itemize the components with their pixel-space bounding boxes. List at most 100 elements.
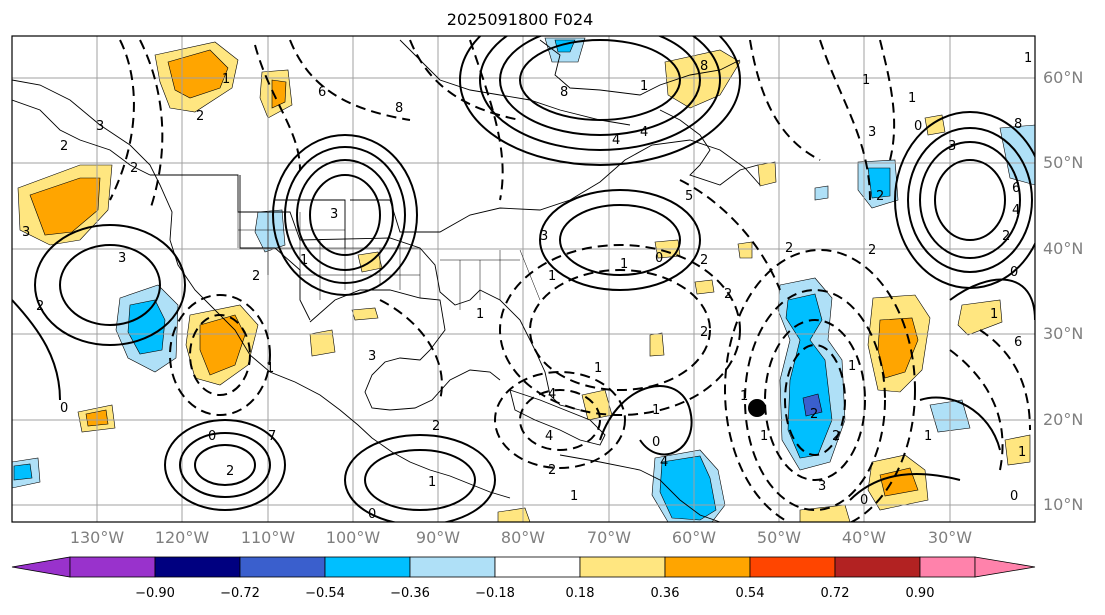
contour-label: 0: [652, 435, 660, 450]
contour-label: 8: [560, 85, 568, 100]
contour-label: 0: [860, 493, 868, 508]
contour-label: 1: [300, 253, 308, 268]
lon-label: 120°W: [154, 528, 210, 547]
colorbar-segment: [324, 556, 411, 578]
contour-label: 7: [268, 429, 276, 444]
lon-label: 110°W: [240, 528, 296, 547]
contour-label: 2: [226, 464, 234, 479]
lat-label: 30°N: [1043, 324, 1084, 343]
contour-label: 3: [96, 119, 104, 134]
contour-label: 2: [60, 139, 68, 154]
map-title: 2025091800 F024: [446, 10, 594, 29]
contour-label: 2: [252, 269, 260, 284]
contour-label: 1: [652, 403, 660, 418]
contour-label: 2: [700, 253, 708, 268]
contour-label: 1: [760, 429, 768, 444]
colorbar-tick: 0.18: [565, 586, 595, 601]
contour-label: 1: [594, 361, 602, 376]
contour-label: 0: [655, 251, 663, 266]
contour-label: 6: [318, 85, 326, 100]
contour-label: 3: [368, 349, 376, 364]
lon-label: 100°W: [325, 528, 381, 547]
colorbar-segment: [239, 556, 326, 578]
contour-label: 1: [428, 475, 436, 490]
colorbar-tick: 0.72: [820, 586, 850, 601]
lon-label: 70°W: [586, 528, 632, 547]
contour-label: 2: [36, 299, 44, 314]
contour-label: 4: [612, 133, 620, 148]
lat-label: 20°N: [1043, 410, 1084, 429]
lon-label: 60°W: [671, 528, 717, 547]
solid-contours: [12, 36, 1035, 522]
lat-label: 40°N: [1043, 239, 1084, 258]
colorbar-tick: 0.54: [735, 586, 765, 601]
contour-label: 1: [990, 307, 998, 322]
contour-label: 1: [924, 429, 932, 444]
contour-label: 3: [330, 207, 338, 222]
colorbar-segment: [664, 556, 751, 578]
contour-label: 8: [395, 101, 403, 116]
colorbar-segment: [579, 556, 666, 578]
colorbar-tick: 0.90: [905, 586, 935, 601]
contour-label: 1: [848, 359, 856, 374]
contour-label: 1: [476, 307, 484, 322]
contour-label: 1: [222, 72, 230, 87]
contour-label: 0: [914, 119, 922, 134]
contour-label: 2: [868, 243, 876, 258]
contour-label: 0: [1010, 489, 1018, 504]
lon-label: 40°W: [841, 528, 887, 547]
contour-label: 2: [700, 325, 708, 340]
contour-label: 3: [948, 139, 956, 154]
colorbar-tick: −0.36: [390, 586, 430, 601]
contour-label: 1: [862, 73, 870, 88]
contour-labels: 3 2 2 8 6 4 1 3 0 2 8 5 4 3 2 7 3 2 1 1 …: [22, 51, 1032, 522]
contour-label: 5: [685, 189, 693, 204]
contour-label: 2: [724, 287, 732, 302]
contour-label: 2: [548, 463, 556, 478]
colorbar-segment: [154, 556, 241, 578]
colorbar-segment: [69, 556, 156, 578]
contour-label: 3: [868, 125, 876, 140]
contour-label: 1: [1018, 445, 1026, 460]
contour-label: 1: [640, 79, 648, 94]
contour-label: 2: [832, 429, 840, 444]
contour-label: 4: [545, 429, 553, 444]
colorbar: [11, 556, 1036, 578]
contour-label: 1: [620, 257, 628, 272]
contour-label: 3: [22, 225, 30, 240]
colorbar-segment: [749, 556, 836, 578]
colorbar-tick: −0.90: [135, 586, 175, 601]
contour-label: 1: [908, 91, 916, 106]
colorbar-tick: −0.72: [220, 586, 260, 601]
map-frame: [11, 35, 1036, 523]
colorbar-segment: [494, 556, 581, 578]
contour-label: 0: [1010, 265, 1018, 280]
contour-label: 1: [548, 269, 556, 284]
contour-label: 2: [876, 189, 884, 204]
colorbar-tick: −0.18: [475, 586, 515, 601]
contour-label: 2: [196, 109, 204, 124]
lon-label: 130°W: [69, 528, 125, 547]
contour-label: 0: [368, 507, 376, 522]
colorbar-segment: [919, 556, 976, 578]
contour-label: 3: [118, 251, 126, 266]
contour-label: 2: [432, 419, 440, 434]
contour-label: 4: [640, 125, 648, 140]
contour-label: 1: [266, 361, 274, 376]
lat-label: 10°N: [1043, 495, 1084, 514]
contour-label: 8: [700, 59, 708, 74]
contour-label: 2: [1002, 229, 1010, 244]
contour-label: 3: [818, 479, 826, 494]
colorbar-under-arrow: [11, 556, 71, 578]
contour-label: 2: [130, 161, 138, 176]
contour-label: 6: [1012, 181, 1020, 196]
lon-label: 90°W: [415, 528, 461, 547]
contour-label: 1: [1024, 51, 1032, 66]
grid: [12, 36, 1035, 522]
contour-label: 3: [540, 229, 548, 244]
lon-label: 30°W: [927, 528, 973, 547]
contour-label: 4: [1012, 203, 1020, 218]
contour-label: 6: [1014, 335, 1022, 350]
lat-label: 60°N: [1043, 68, 1084, 87]
